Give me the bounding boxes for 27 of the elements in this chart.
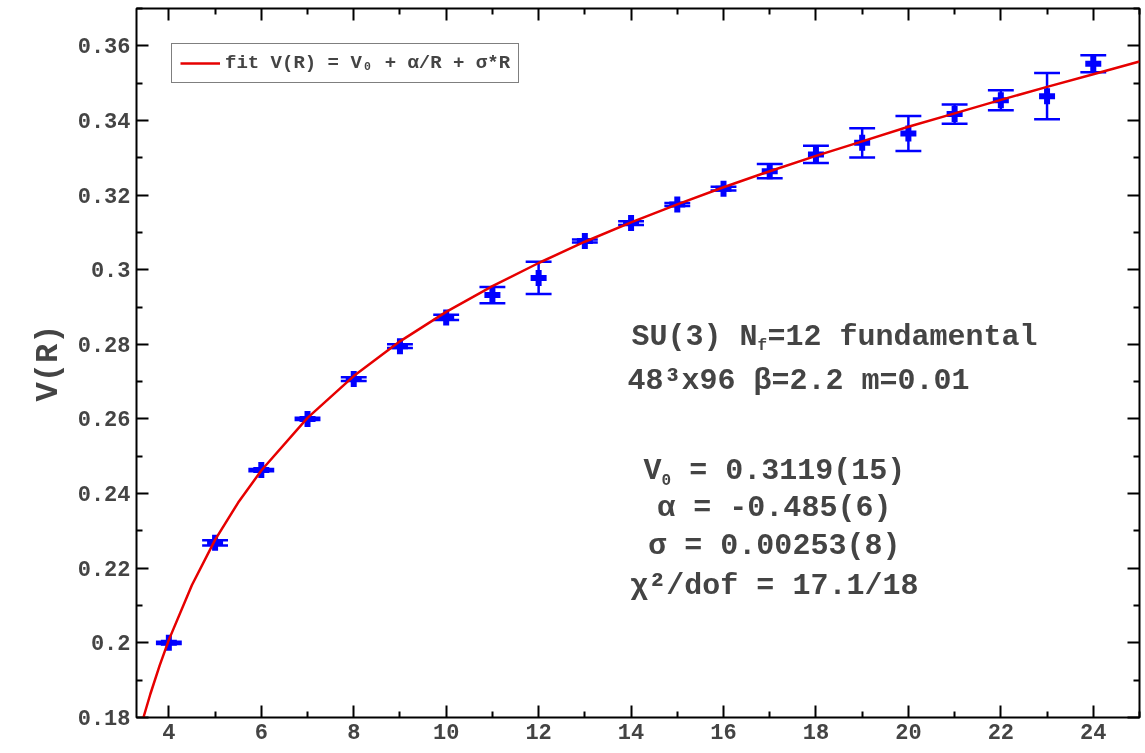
annotation: χ²/dof = 17.1/18 (630, 568, 919, 603)
annotation: 48³x96 β=2.2 m=0.01 (627, 363, 970, 398)
y-tick-label: 0.18 (77, 707, 131, 732)
y-tick-label: 0.34 (77, 109, 131, 135)
x-tick-label: 22 (987, 720, 1015, 746)
y-tick-label: 0.2 (90, 632, 131, 658)
x-tick-label: 12 (525, 720, 552, 746)
x-tick-label: 24 (1080, 720, 1107, 746)
x-tick-label: 20 (895, 720, 922, 746)
y-tick-label: 0.24 (77, 483, 131, 509)
x-tick-label: 18 (802, 720, 830, 746)
x-tick-label: 10 (432, 720, 460, 746)
x-tick-label: 8 (347, 720, 361, 746)
y-tick-label: 0.3 (90, 259, 131, 285)
y-tick-label: 0.36 (77, 35, 131, 61)
y-tick-label: 0.32 (77, 184, 131, 210)
y-tick-label: 0.26 (77, 408, 131, 434)
x-tick-label: 4 (162, 720, 176, 746)
annotation: σ = 0.00253(8) (648, 528, 901, 563)
x-tick-label: 6 (254, 720, 268, 746)
y-tick-label: 0.28 (77, 333, 131, 359)
x-tick-label: 14 (617, 720, 645, 746)
legend-label: fit V(R) = V₀ + α/R + σ*R (225, 52, 511, 74)
y-axis-title: V(R) (29, 324, 67, 402)
x-tick-label: 16 (710, 720, 737, 746)
y-tick-label: 0.22 (77, 557, 131, 583)
annotation: α = -0.485(6) (657, 491, 892, 526)
